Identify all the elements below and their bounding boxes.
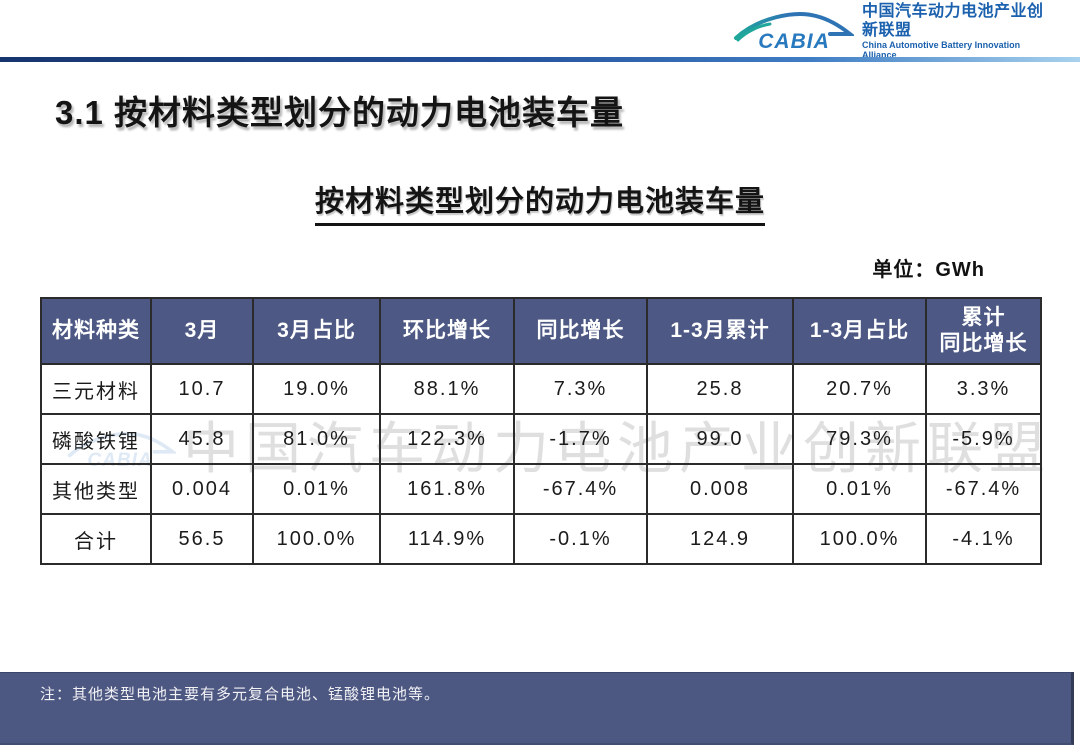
cell: 81.0% (252, 413, 381, 465)
col-header-material: 材料种类 (40, 297, 152, 365)
cell: 56.5 (150, 513, 254, 565)
cell: 122.3% (379, 413, 515, 465)
org-name-cn: 中国汽车动力电池产业创新联盟 (862, 3, 1044, 39)
col-header-cum-yoy: 累计 同比增长 (925, 297, 1042, 365)
car-swoosh-icon (734, 12, 854, 42)
table-row-lfp: 磷酸铁锂 45.8 81.0% 122.3% -1.7% 99.0 79.3% … (40, 413, 1042, 465)
cell: 100.0% (792, 513, 927, 565)
cell: -1.7% (513, 413, 648, 465)
cell: 161.8% (379, 463, 515, 515)
subtitle-wrap: 按材料类型划分的动力电池装车量 (0, 178, 1080, 226)
table-wrap: 材料种类 3月 3月占比 环比增长 同比增长 1-3月累计 1-3月占比 累计 … (40, 297, 1042, 565)
cell: 20.7% (792, 363, 927, 415)
cell: 10.7 (150, 363, 254, 415)
cell: 0.008 (646, 463, 794, 515)
col-header-march: 3月 (150, 297, 254, 365)
header-divider (0, 57, 1080, 62)
cell: 磷酸铁锂 (40, 413, 152, 465)
col-header-yoy-growth: 同比增长 (513, 297, 648, 365)
col-header-mom-growth: 环比增长 (379, 297, 515, 365)
footer-note: 注：其他类型电池主要有多元复合电池、锰酸锂电池等。 (40, 686, 441, 703)
cell: 88.1% (379, 363, 515, 415)
brand-text: CABIA (758, 30, 830, 53)
cell: -5.9% (925, 413, 1042, 465)
cell: 0.01% (792, 463, 927, 515)
cell: 7.3% (513, 363, 648, 415)
cabia-logo: CABIA (732, 8, 854, 56)
unit-label: 单位：GWh (872, 259, 985, 281)
cell: 3.3% (925, 363, 1042, 415)
col-header-cum-share: 1-3月占比 (792, 297, 927, 365)
footer-bar: 注：其他类型电池主要有多元复合电池、锰酸锂电池等。 (0, 672, 1074, 745)
cell: 99.0 (646, 413, 794, 465)
slide-subtitle: 按材料类型划分的动力电池装车量 (314, 178, 765, 226)
cell: 合计 (40, 513, 152, 565)
table-row-other: 其他类型 0.004 0.01% 161.8% -67.4% 0.008 0.0… (40, 463, 1042, 515)
cell: -67.4% (513, 463, 648, 515)
cell: 25.8 (646, 363, 794, 415)
cell: -4.1% (925, 513, 1042, 565)
col-header-march-share: 3月占比 (252, 297, 381, 365)
battery-table: 材料种类 3月 3月占比 环比增长 同比增长 1-3月累计 1-3月占比 累计 … (40, 297, 1042, 565)
cell: 100.0% (252, 513, 381, 565)
table-header-row: 材料种类 3月 3月占比 环比增长 同比增长 1-3月累计 1-3月占比 累计 … (40, 297, 1042, 365)
cell: 其他类型 (40, 463, 152, 515)
cell: 三元材料 (40, 363, 152, 415)
cell: 114.9% (379, 513, 515, 565)
cell: -0.1% (513, 513, 648, 565)
header-logo: CABIA 中国汽车动力电池产业创新联盟 China Automotive Ba… (732, 3, 1052, 60)
org-block: 中国汽车动力电池产业创新联盟 China Automotive Battery … (862, 3, 1052, 60)
cell: 0.004 (150, 463, 254, 515)
cell: 124.9 (646, 513, 794, 565)
cell: 19.0% (252, 363, 381, 415)
cell: 45.8 (150, 413, 254, 465)
cell: 79.3% (792, 413, 927, 465)
cell: -67.4% (925, 463, 1042, 515)
cell: 0.01% (252, 463, 381, 515)
table-row-ternary: 三元材料 10.7 19.0% 88.1% 7.3% 25.8 20.7% 3.… (40, 363, 1042, 415)
col-header-cum-total: 1-3月累计 (646, 297, 794, 365)
org-name-en: China Automotive Battery Innovation Alli… (862, 40, 1021, 61)
page-title: 3.1 按材料类型划分的动力电池装车量 (55, 94, 625, 131)
table-row-total: 合计 56.5 100.0% 114.9% -0.1% 124.9 100.0%… (40, 513, 1042, 565)
